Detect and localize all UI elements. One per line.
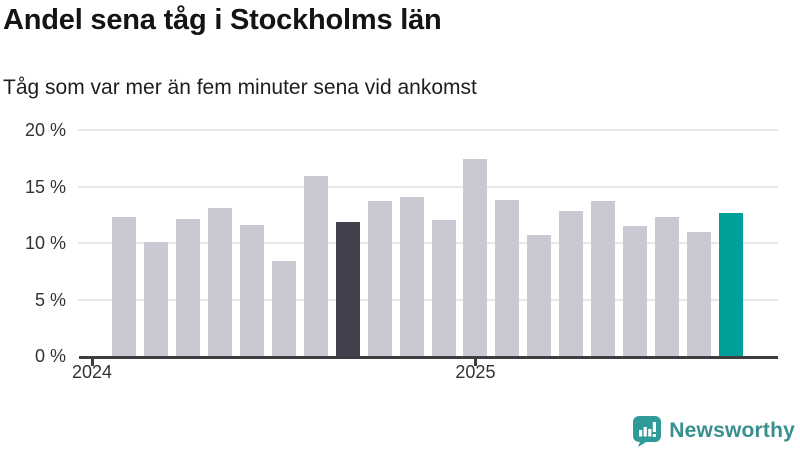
bar	[335, 221, 360, 356]
bar	[207, 207, 232, 356]
y-axis-tick-label: 20 %	[24, 120, 66, 140]
gridline	[78, 185, 778, 188]
bar	[591, 201, 616, 356]
x-axis-line	[79, 356, 778, 359]
bar	[559, 211, 584, 356]
bar	[431, 220, 456, 356]
x-axis-tick	[473, 359, 477, 366]
bar	[303, 176, 328, 356]
newsworthy-logo-text: Newsworthy	[669, 419, 795, 442]
bar	[719, 212, 744, 356]
y-axis-tick-label: 10 %	[24, 233, 66, 253]
bar	[143, 241, 168, 356]
bar	[271, 261, 296, 356]
bar	[623, 226, 648, 356]
bar	[495, 200, 520, 356]
bar	[399, 196, 424, 356]
gridline	[78, 298, 778, 301]
newsworthy-bar-chart-bubble-icon	[633, 416, 662, 447]
page-title: Andel sena tåg i Stockholms län	[3, 4, 442, 36]
bar	[687, 231, 712, 356]
bar	[175, 219, 200, 356]
bar	[527, 235, 552, 356]
chart-subtitle: Tåg som var mer än fem minuter sena vid …	[3, 76, 477, 99]
gridline	[78, 242, 778, 244]
x-axis-tick-label: 2024	[72, 362, 113, 382]
bar	[463, 159, 488, 356]
x-axis-tick-label: 2025	[455, 362, 496, 382]
bar	[655, 217, 680, 356]
plot-area	[78, 129, 778, 356]
x-axis-tick	[90, 359, 94, 366]
gridline	[78, 129, 778, 131]
bar	[112, 217, 136, 356]
newsworthy-logo: Newsworthy	[632, 415, 795, 447]
y-axis-tick-label: 0 %	[34, 346, 66, 366]
y-axis-tick-label: 15 %	[24, 176, 66, 197]
bar	[367, 201, 392, 356]
bar	[239, 224, 264, 356]
y-axis-tick-label: 5 %	[34, 289, 66, 310]
